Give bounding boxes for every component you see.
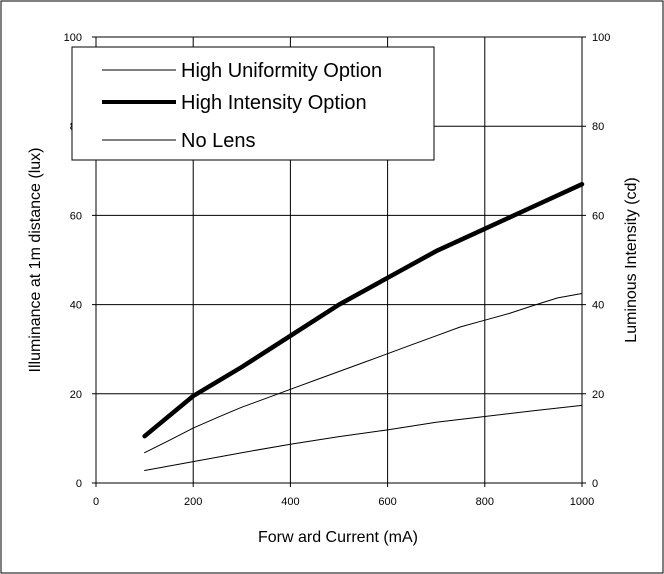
x-tick-label: 0: [93, 496, 99, 508]
legend-label-no-lens: No Lens: [181, 130, 256, 152]
y-axis-title: Illuminance at 1m distance (lux): [27, 148, 44, 373]
x-tick-label: 600: [378, 496, 396, 508]
secondary-y-tick-label: 60: [592, 210, 604, 222]
secondary-y-tick-label: 0: [592, 478, 598, 490]
secondary-y-tick-label: 80: [592, 121, 604, 133]
legend-label-high-uniformity: High Uniformity Option: [181, 60, 382, 82]
y-tick-label: 100: [64, 32, 82, 44]
x-tick-label: 800: [476, 496, 494, 508]
x-tick-label: 400: [281, 496, 299, 508]
series-line-high-uniformity-option: [144, 293, 583, 454]
legend: High Uniformity Option High Intensity Op…: [71, 46, 435, 161]
y-tick-label: 20: [70, 389, 82, 401]
series-line-high-intensity-option: [142, 181, 585, 439]
plot-area-border: [95, 36, 583, 484]
secondary-y-tick-label: 40: [592, 300, 604, 312]
x-tick-label: 200: [184, 496, 202, 508]
legend-label-high-intensity: High Intensity Option: [181, 92, 367, 114]
secondary-y-tick-label: 20: [592, 389, 604, 401]
series-lines: [142, 181, 585, 471]
y-tick-label: 0: [76, 478, 82, 490]
x-axis-title: Forw ard Current (mA): [258, 529, 418, 546]
secondary-y-axis-title: Luminous Intensity (cd): [623, 177, 640, 342]
x-tick-label: 1000: [570, 496, 594, 508]
y-tick-label: 60: [70, 210, 82, 222]
secondary-y-tick-label: 100: [592, 32, 610, 44]
series-line-no-lens: [144, 404, 583, 471]
y-tick-label: 40: [70, 300, 82, 312]
tick-labels: 0200400600800100002040608010002040608010…: [64, 32, 611, 508]
